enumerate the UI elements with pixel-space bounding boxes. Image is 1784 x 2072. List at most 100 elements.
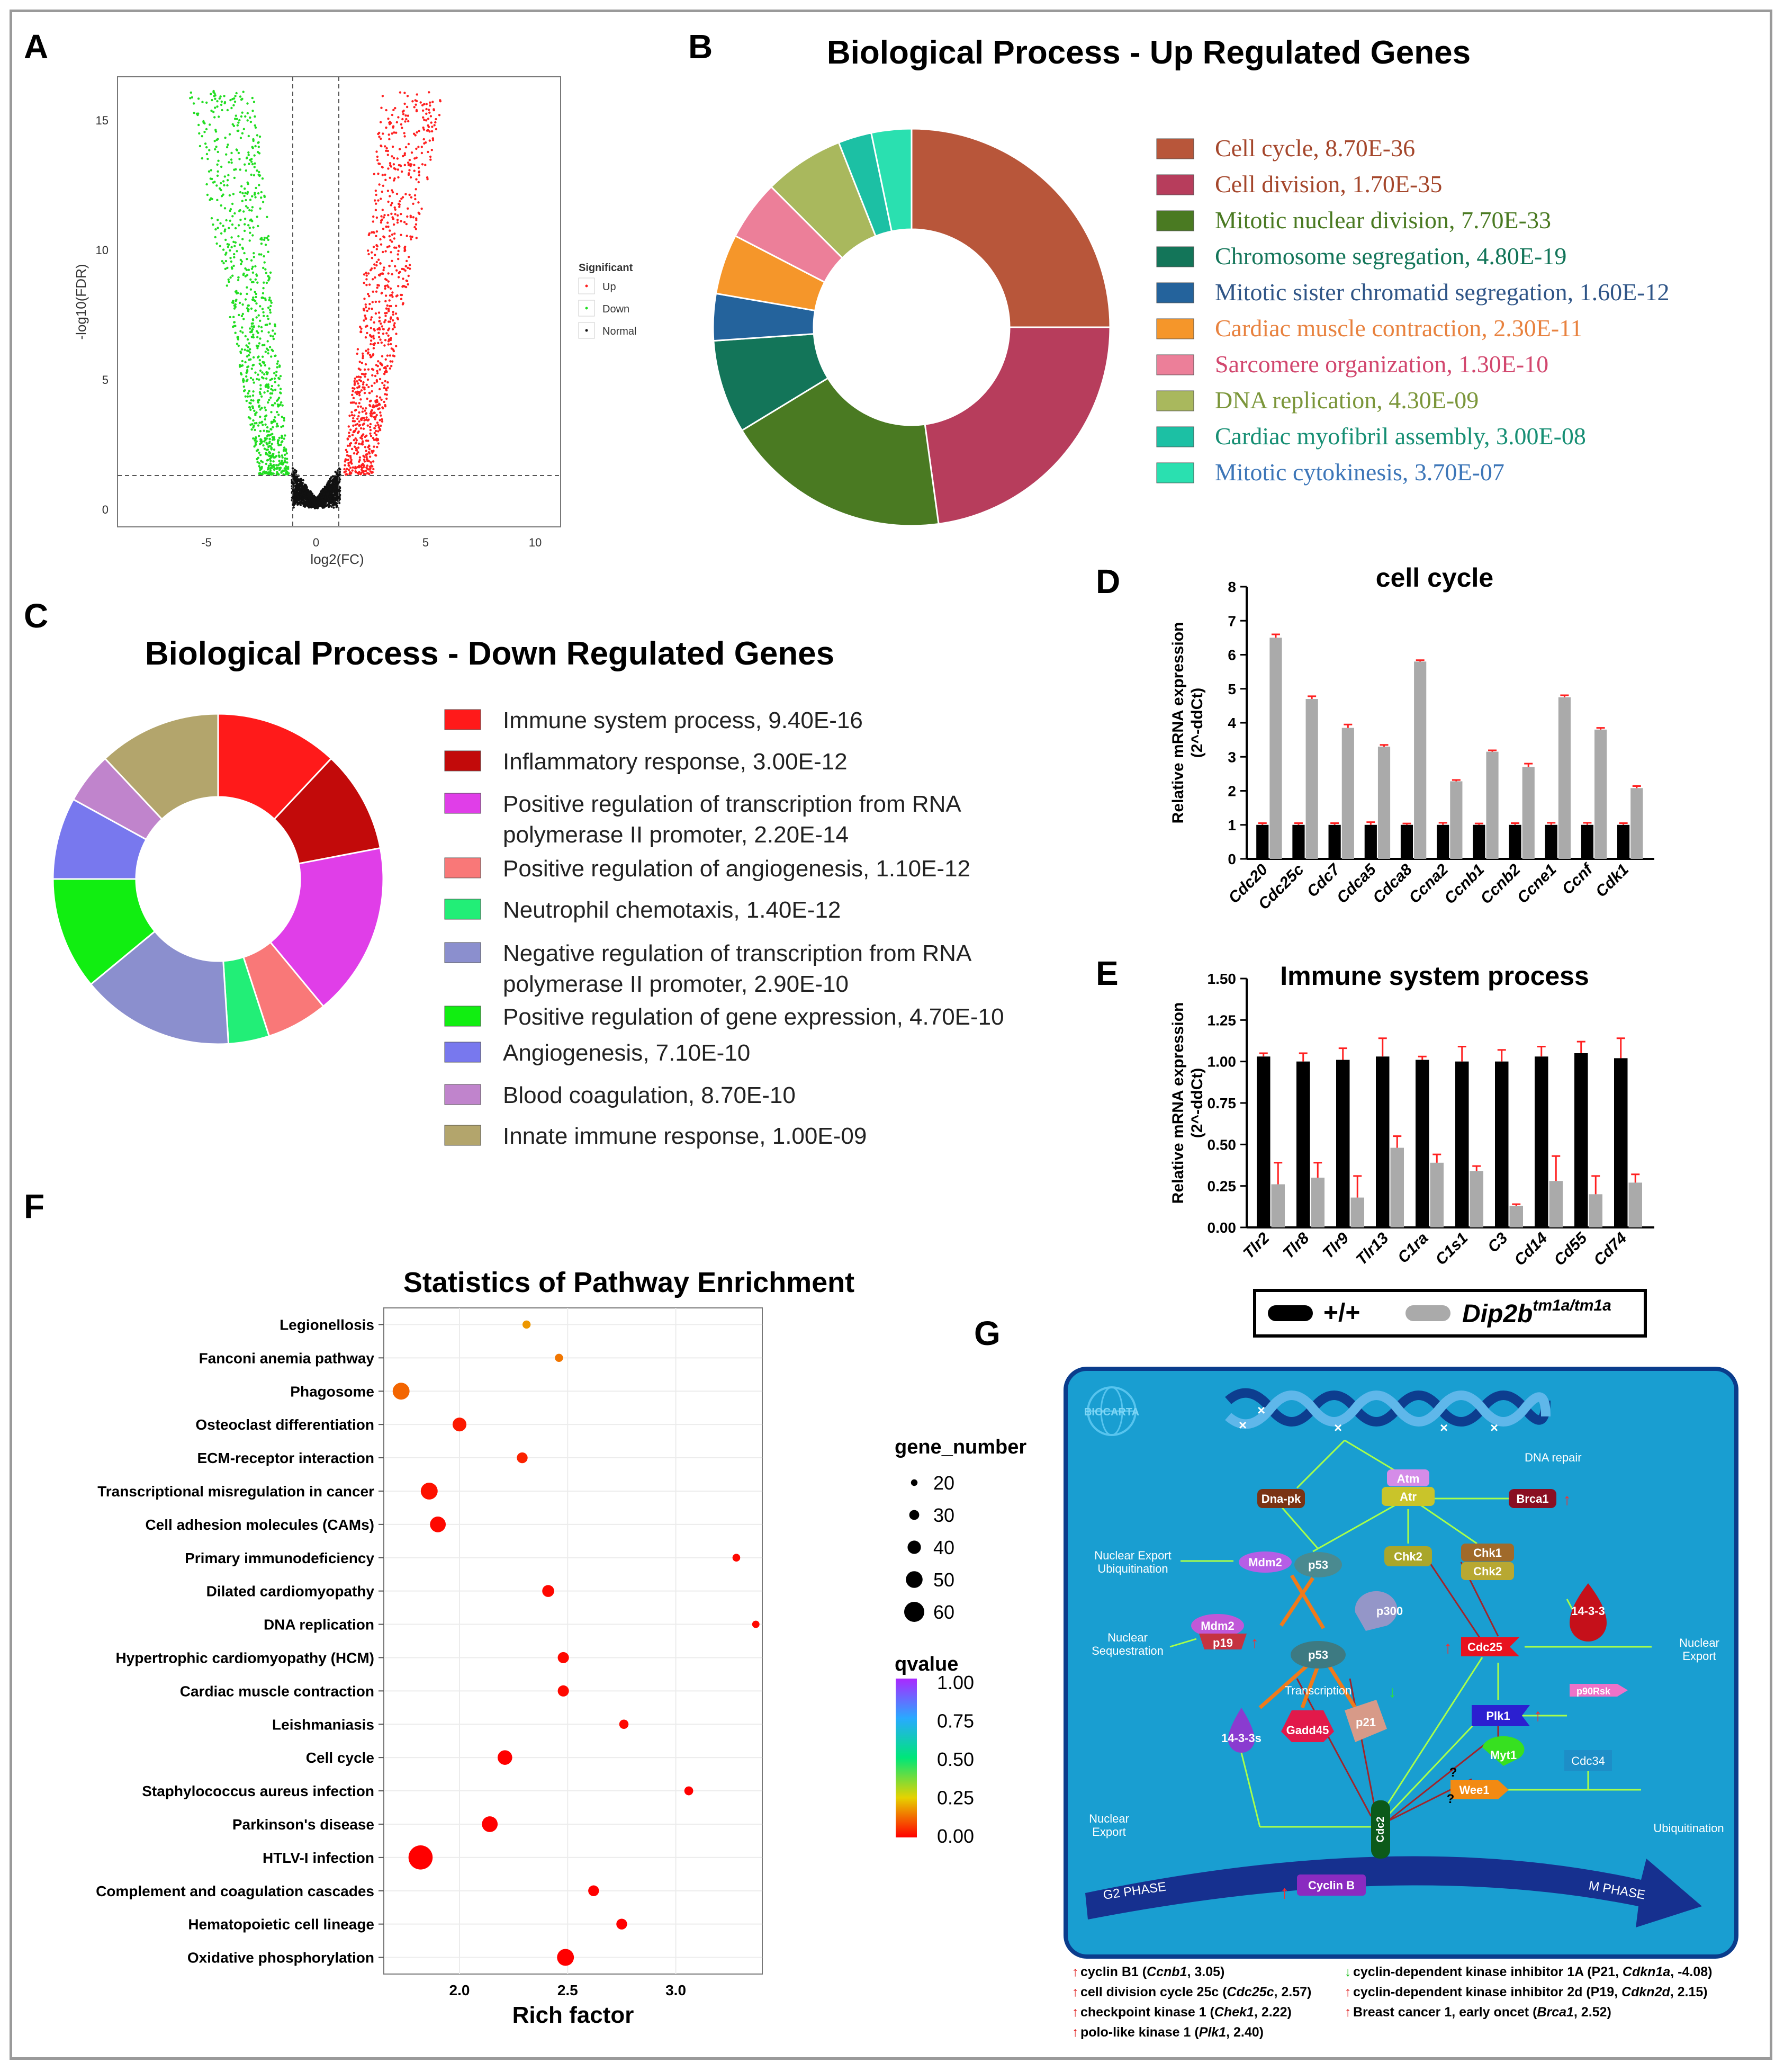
volcano-point-up: [363, 473, 365, 476]
bar-chart-title: Immune system process: [1280, 961, 1589, 991]
volcano-point-up: [377, 311, 381, 314]
donut-up-slice-9: [870, 128, 913, 232]
volcano-point-up: [372, 278, 374, 281]
volcano-point-up: [383, 387, 386, 389]
volcano-point-up: [366, 453, 368, 456]
donut-up-legend-swatch: [1156, 282, 1194, 303]
volcano-point-down: [271, 443, 273, 445]
scatter-point: [430, 1516, 446, 1532]
volcano-point-up: [390, 365, 393, 367]
volcano-point-up: [381, 418, 383, 421]
node-gadd45: [1281, 1710, 1334, 1742]
scatter-point: [498, 1750, 512, 1765]
node-p53: [1291, 1641, 1346, 1669]
volcano-point-up: [384, 380, 386, 383]
volcano-point-up: [383, 266, 385, 269]
volcano-point-up: [349, 428, 352, 431]
volcano-point-down: [259, 384, 262, 387]
volcano-point-up: [363, 282, 365, 284]
footnote-text: cyclin-dependent kinase inhibitor 1A (P2…: [1353, 1965, 1712, 1979]
donut-up-legend-label: Chromosome segregation, 4.80E-19: [1215, 243, 1566, 270]
volcano-point-down: [219, 222, 222, 225]
volcano-point-up: [406, 105, 409, 109]
volcano-point-down: [284, 434, 286, 437]
volcano-legend-title: Significant: [579, 262, 633, 274]
volcano-point-down: [269, 460, 272, 462]
volcano-point-down: [259, 369, 262, 372]
volcano-point-normal: [322, 505, 325, 508]
volcano-point-up: [384, 393, 386, 396]
volcano-point-up: [375, 150, 378, 153]
volcano-point-down: [280, 463, 283, 465]
volcano-point-down: [280, 470, 283, 473]
volcano-point-up: [375, 264, 378, 267]
volcano-point-up: [359, 418, 363, 421]
volcano-point-up: [375, 261, 378, 264]
volcano-point-down: [254, 196, 257, 199]
volcano-point-down: [251, 265, 254, 268]
volcano-point-up: [356, 432, 359, 434]
volcano-point-down: [268, 399, 271, 401]
volcano-point-up: [355, 449, 358, 452]
bar-mut: [1630, 788, 1643, 859]
volcano-point-down: [228, 194, 231, 197]
scatter-point: [619, 1719, 629, 1729]
volcano-point-normal: [329, 488, 331, 490]
volcano-point-down: [241, 238, 244, 240]
volcano-point-up: [391, 259, 393, 262]
volcano-point-up: [353, 439, 355, 442]
volcano-point-up: [399, 91, 402, 94]
volcano-point-up: [429, 155, 432, 158]
volcano-point-down: [255, 295, 257, 299]
volcano-point-up: [383, 384, 386, 387]
volcano-point-up: [374, 418, 376, 420]
volcano-point-down: [229, 98, 232, 102]
volcano-point-normal: [332, 504, 335, 506]
volcano-point-down: [268, 367, 271, 370]
volcano-point-down: [239, 330, 242, 333]
donut-down-legend-label: Blood coagulation, 8.70E-10: [503, 1082, 796, 1108]
node-wee1-label: Wee1: [1459, 1783, 1489, 1797]
volcano-point-up: [371, 409, 373, 412]
volcano-point-up: [403, 92, 406, 94]
volcano-point-normal: [296, 490, 299, 493]
volcano-point-normal: [294, 477, 296, 480]
volcano-point-down: [277, 414, 280, 416]
volcano-point-up: [381, 190, 383, 193]
node-p53-label: p53: [1308, 1648, 1328, 1662]
volcano-point-up: [370, 339, 373, 342]
volcano-point-up: [392, 313, 394, 316]
volcano-point-down: [214, 236, 217, 239]
scatter-point: [557, 1685, 569, 1697]
ubiquitination-label-right: Ubiquitination: [1653, 1822, 1724, 1835]
volcano-point-up: [362, 440, 364, 443]
volcano-point-down: [220, 182, 222, 185]
volcano-point-up: [394, 107, 397, 110]
donut-up-slice-0: [911, 128, 1111, 328]
immune-bar-chart: Immune system process0.000.250.500.751.0…: [1169, 961, 1654, 1269]
volcano-point-up: [368, 392, 371, 394]
volcano-point-normal: [302, 491, 304, 495]
volcano-point-up: [357, 415, 360, 418]
volcano-point-up: [368, 334, 372, 337]
volcano-point-down: [229, 219, 231, 222]
volcano-point-down: [257, 424, 260, 427]
nuclear-seq-label-2: Sequestration: [1092, 1644, 1164, 1657]
volcano-point-up: [369, 470, 372, 473]
volcano-point-up: [420, 146, 423, 148]
volcano-point-up: [380, 414, 382, 417]
volcano-point-up: [371, 301, 374, 303]
volcano-point-normal: [318, 494, 321, 497]
volcano-point-up: [391, 273, 393, 276]
volcano-point-up: [380, 221, 383, 224]
volcano-point-up: [355, 375, 358, 378]
volcano-point-normal: [291, 467, 294, 470]
volcano-point-down: [237, 344, 240, 347]
volcano-point-up: [384, 287, 386, 290]
footnote-text: checkpoint kinase 1 (Chek1, 2.22): [1080, 2005, 1292, 2020]
volcano-point-down: [253, 174, 256, 177]
volcano-point-up: [362, 407, 364, 410]
volcano-point-up: [407, 114, 409, 117]
bar-mut: [1470, 1171, 1483, 1227]
